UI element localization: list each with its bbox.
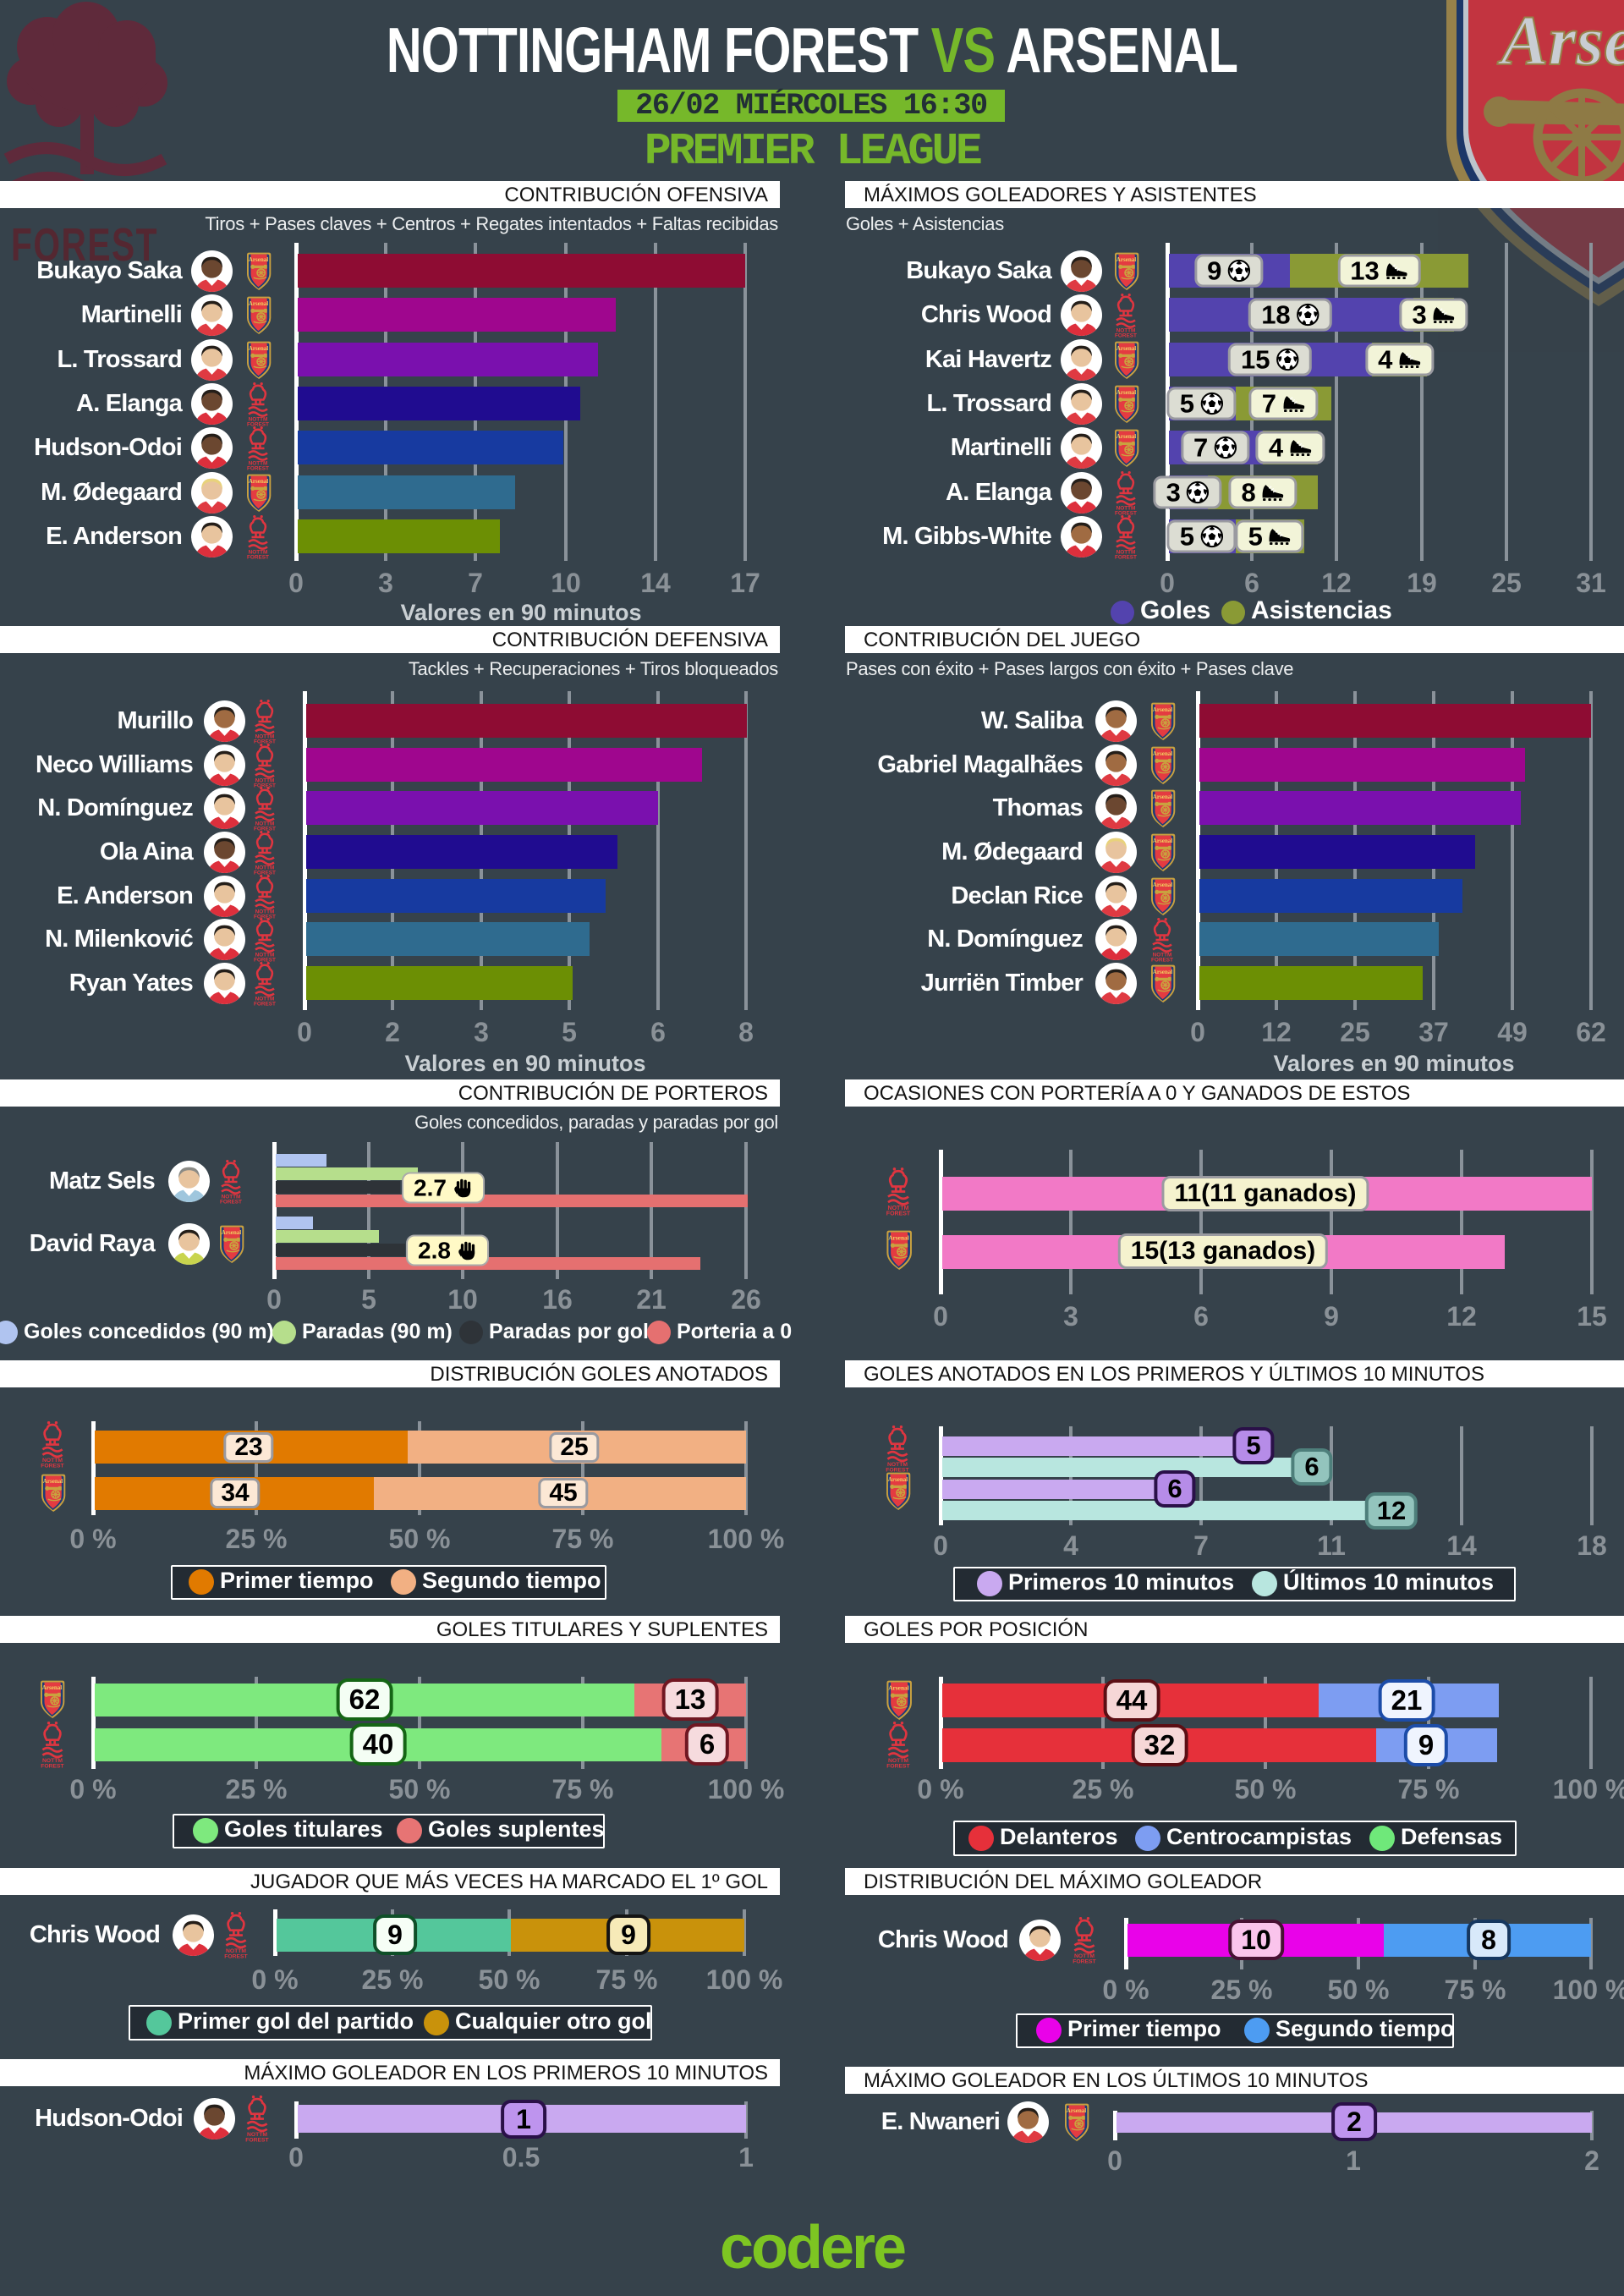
svg-text:Arsenal: Arsenal — [1497, 2, 1624, 80]
svg-text:FOREST: FOREST — [11, 219, 158, 271]
